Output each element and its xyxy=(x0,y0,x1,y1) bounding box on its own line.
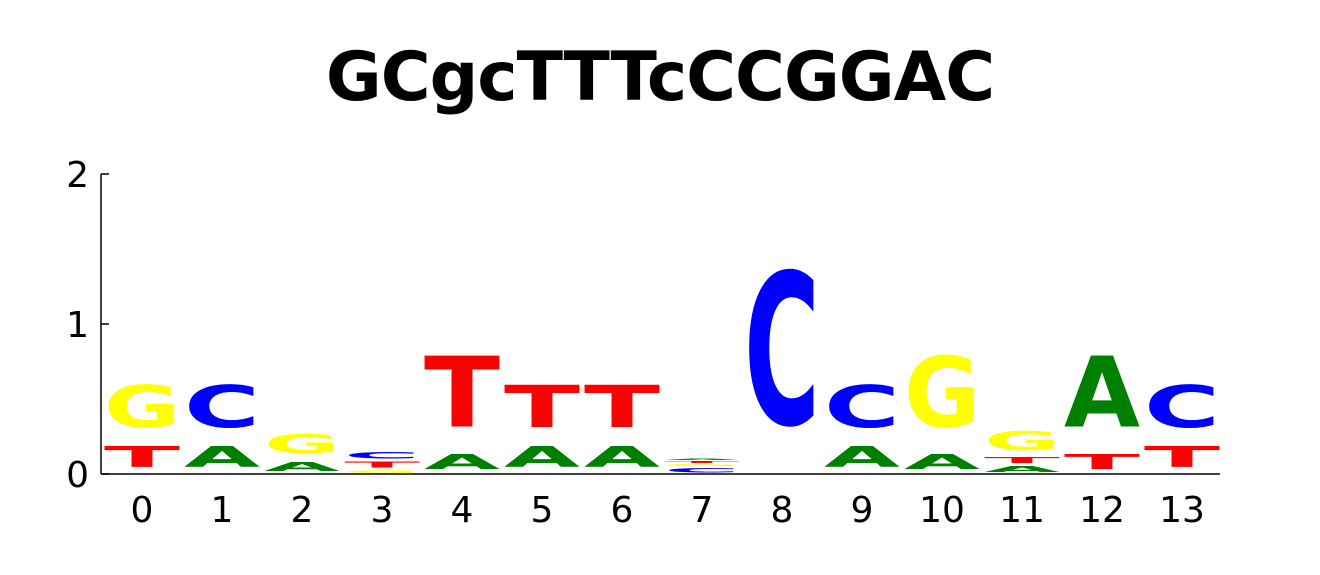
logo-letter-C: C xyxy=(744,230,820,473)
x-tick-label: 3 xyxy=(371,490,394,531)
x-tick-label: 9 xyxy=(851,490,874,531)
logo-letter-C: C xyxy=(824,373,900,440)
logo-letter-T: T xyxy=(1144,442,1220,475)
logo-letter-T: T xyxy=(1064,450,1140,474)
logo-letter-A: A xyxy=(424,450,500,474)
logo-letter-A: A xyxy=(664,459,740,460)
logo-letter-A: A xyxy=(984,465,1060,474)
logo-letter-A: A xyxy=(904,450,980,474)
x-tick-label: 13 xyxy=(1159,490,1205,531)
logo-letter-T: T xyxy=(664,461,740,464)
logo-letter-T: T xyxy=(584,374,661,441)
x-tick-label: 6 xyxy=(611,490,634,531)
logo-letter-T: T xyxy=(344,461,420,470)
axes xyxy=(100,173,1220,475)
logo-letter-C: C xyxy=(344,450,420,460)
x-tick-label: 0 xyxy=(131,490,154,531)
logo-letter-A: A xyxy=(184,441,260,474)
x-tick-label: 10 xyxy=(919,490,965,531)
logo-letter-G: G xyxy=(264,429,340,459)
x-tick-label: 12 xyxy=(1079,490,1125,531)
logo-letter-A: A xyxy=(1064,337,1140,451)
x-tick-label: 1 xyxy=(211,490,234,531)
logo-letter-C: C xyxy=(184,373,260,440)
x-tick-label: 5 xyxy=(531,490,554,531)
logo-letter-T: T xyxy=(424,336,500,450)
logo-letter-G: G xyxy=(664,464,740,467)
x-tick-label: 11 xyxy=(999,490,1045,531)
chart-title: GCgcTTTcCCGGAC xyxy=(325,38,995,117)
logo-letter-A: A xyxy=(504,441,580,474)
logo-letter-G: G xyxy=(984,426,1060,456)
logo-letter-T: T xyxy=(984,456,1060,465)
logo-letter-C: C xyxy=(664,467,740,474)
logo-letter-A: A xyxy=(264,459,340,474)
logo-letter-A: A xyxy=(584,441,660,474)
logo-letter-A: A xyxy=(824,441,900,474)
y-tick-label: 2 xyxy=(66,155,89,196)
x-tick-label: 8 xyxy=(771,490,794,531)
logo-letter-G: G xyxy=(104,374,180,441)
x-tick-label: 4 xyxy=(451,490,474,531)
logo-letter-T: T xyxy=(504,374,581,441)
logo-letter-C: C xyxy=(1144,373,1220,440)
y-tick-label: 0 xyxy=(66,455,89,496)
logo-letter-G: G xyxy=(904,337,980,450)
logo-letter-T: T xyxy=(104,442,180,475)
x-tick-label: 2 xyxy=(291,490,314,531)
y-tick-label: 1 xyxy=(66,305,89,346)
logo-letter-G: G xyxy=(344,470,420,474)
x-tick-label: 7 xyxy=(691,490,714,531)
